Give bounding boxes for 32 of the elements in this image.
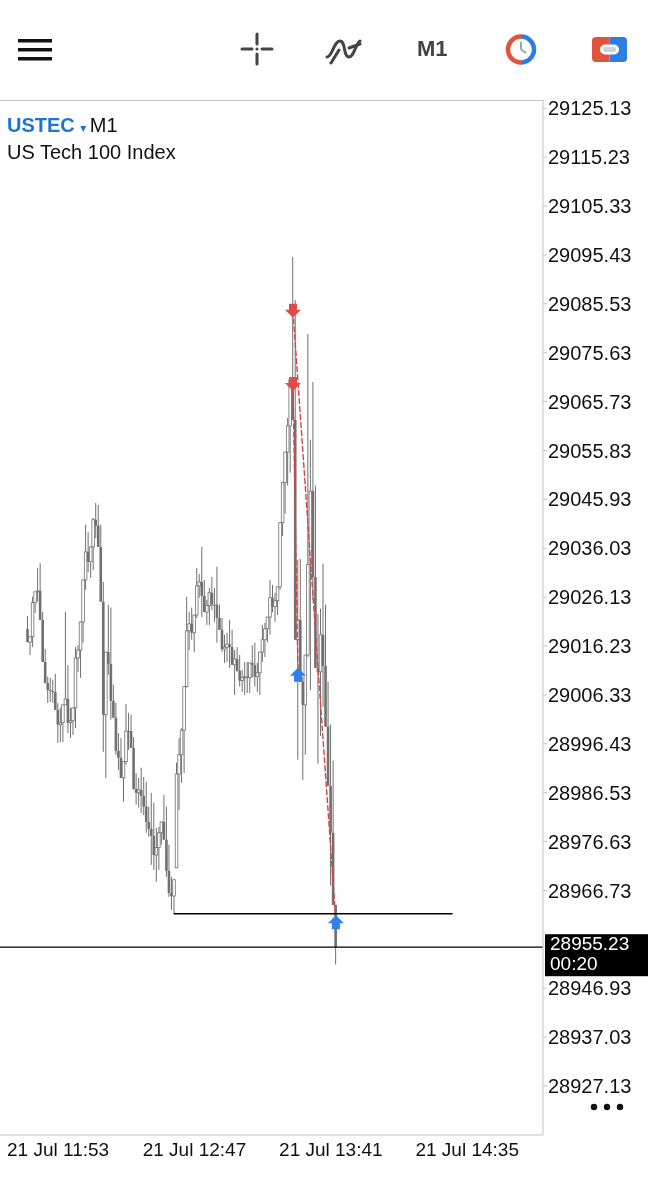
y-tick-label: 29105.33 (548, 195, 632, 218)
x-tick-label: 21 Jul 13:41 (279, 1139, 383, 1161)
y-tick-label: 28966.73 (548, 879, 632, 902)
text: M1 (417, 36, 448, 61)
y-tick-label: 28937.03 (548, 1026, 632, 1049)
y-tick-label: 28996.43 (548, 732, 632, 755)
y-tick-label: 29026.13 (548, 586, 632, 609)
text: USTEC ▾ M1 (7, 114, 118, 136)
y-tick-label: 29016.23 (548, 635, 632, 658)
y-tick-label: 28927.13 (548, 1075, 632, 1098)
candlestick (144, 781, 148, 834)
y-tick-label: 29095.43 (548, 244, 632, 266)
candlestick (26, 615, 29, 643)
candlestick (149, 792, 153, 866)
y-tick-label: 28976.63 (548, 830, 632, 853)
ref-line-label: 28955.23 00:20 (550, 933, 630, 975)
y-tick-label: 29085.53 (548, 292, 632, 315)
y-tick-label: 29115.23 (548, 146, 630, 169)
x-tick-label: 21 Jul 14:35 (415, 1139, 519, 1161)
y-tick-label: 28986.53 (548, 781, 632, 804)
x-tick-label: 21 Jul 11:53 (7, 1139, 110, 1161)
y-tick-label: 29075.63 (548, 341, 632, 364)
candlestick (228, 619, 231, 669)
y-tick-label: 29036.03 (548, 537, 632, 560)
y-tick-label: 29006.33 (548, 683, 632, 706)
y-tick-label: 29065.73 (548, 390, 632, 413)
text: US Tech 100 Index (7, 140, 176, 164)
y-tick-label: 28946.93 (548, 977, 632, 1000)
x-tick-label: 21 Jul 12:47 (142, 1139, 247, 1161)
y-tick-label: 29125.13 (548, 97, 632, 120)
y-tick-label: 29045.93 (548, 488, 632, 511)
y-tick-label: 29055.83 (548, 439, 632, 462)
